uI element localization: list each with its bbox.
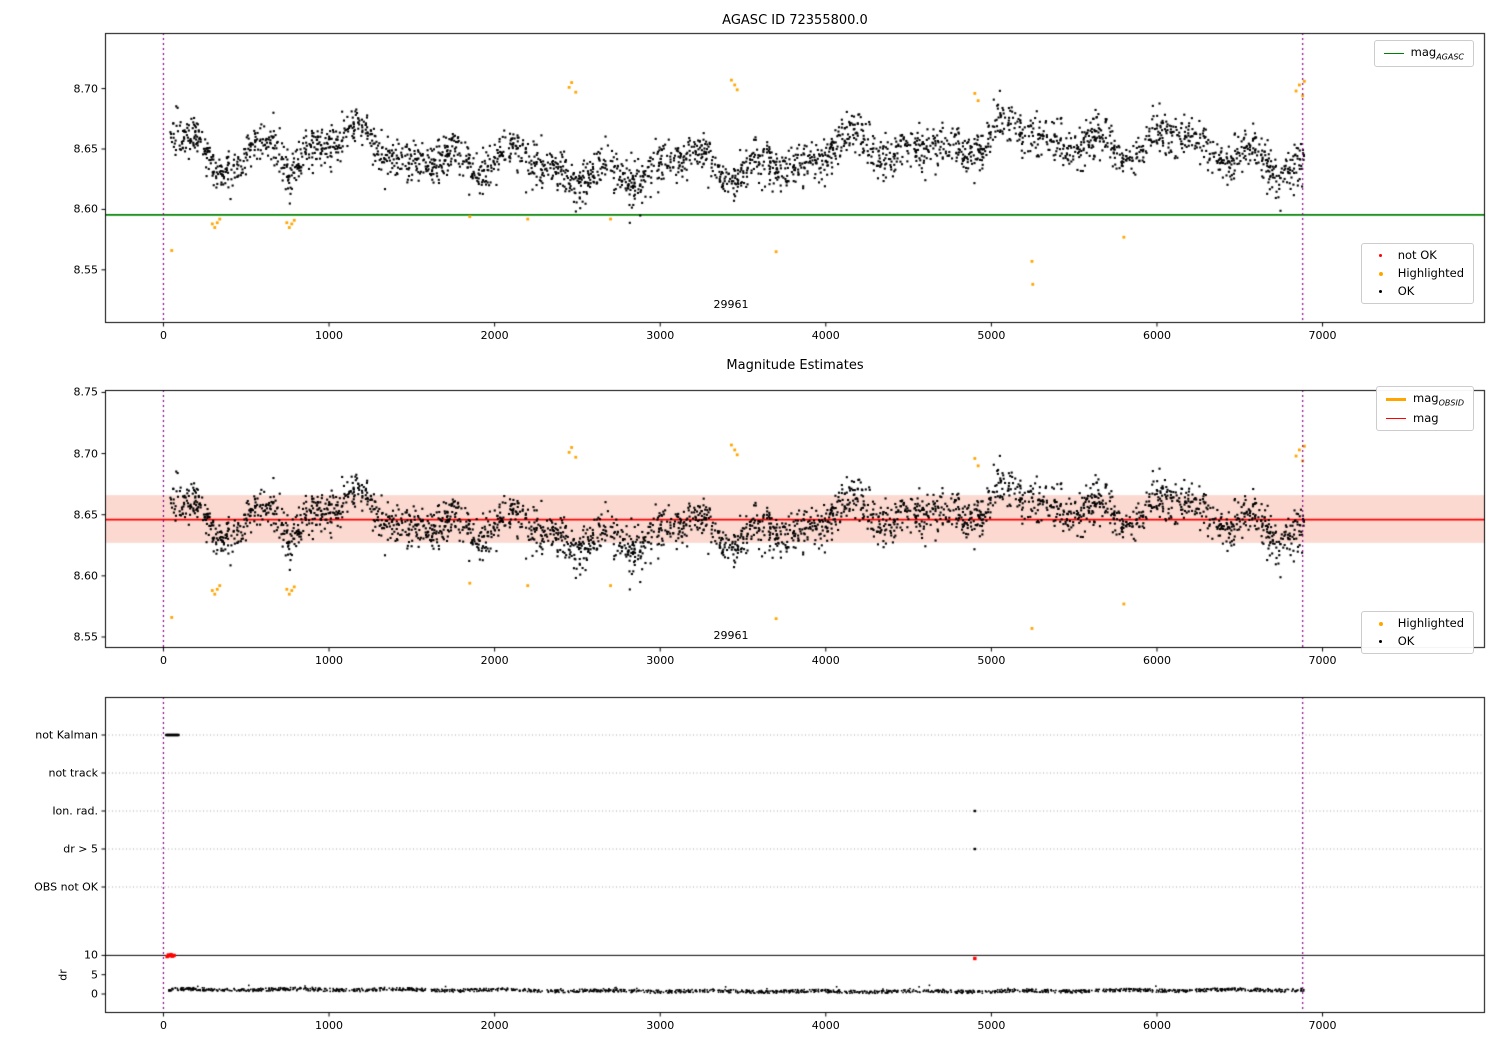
plot3-x-tick-label: 5000 <box>977 1019 1006 1032</box>
legend-label: magAGASC <box>1410 45 1464 62</box>
plot2-marker-legend: Highlighted OK <box>1360 611 1474 654</box>
legend-label: Highlighted <box>1397 616 1464 630</box>
plot2-x-tick-label: 3000 <box>646 654 675 667</box>
plot3-dr-tick-label: 5 <box>91 968 98 982</box>
legend-label: OK <box>1397 634 1415 648</box>
legend-item-mag-agasc: magAGASC <box>1383 45 1464 62</box>
plot3-x-tick-label: 2000 <box>480 1019 509 1032</box>
legend-label: magOBSID <box>1413 391 1464 408</box>
plot1-marker-legend: not OK Highlighted OK <box>1360 243 1474 304</box>
plot2-x-tick-label: 2000 <box>480 654 509 667</box>
plot2-y-tick-label: 8.65 <box>73 508 99 522</box>
plot3-category-label: not Kalman <box>35 728 98 742</box>
highlighted-dot-icon <box>1371 621 1391 626</box>
plot3-category-label: OBS not OK <box>34 880 98 894</box>
plot3-x-tick-label: 3000 <box>646 1019 675 1032</box>
legend-item-not-ok: not OK <box>1371 249 1464 262</box>
plot3-category-label: not track <box>48 766 98 780</box>
legend-item-highlighted: Highlighted <box>1371 617 1464 630</box>
plot3-dr-tick-label: 10 <box>84 948 98 962</box>
mag-line-icon <box>1386 418 1407 420</box>
plot3-x-tick-label: 6000 <box>1142 1019 1171 1032</box>
not-ok-dot-icon <box>1371 254 1391 257</box>
legend-item-ok: OK <box>1371 635 1464 648</box>
ok-dot-icon <box>1371 640 1391 643</box>
mag-agasc-line-icon <box>1383 53 1404 55</box>
plot2-y-tick-label: 8.55 <box>73 630 99 644</box>
plot1-x-tick-label: 5000 <box>977 329 1006 342</box>
legend-label: mag <box>1413 411 1439 426</box>
plot2-y-tick-label: 8.70 <box>73 447 99 461</box>
plot1-y-tick-label: 8.70 <box>73 82 99 96</box>
plot2-x-tick-label: 0 <box>159 654 167 667</box>
ok-dot-icon <box>1371 290 1391 293</box>
plot2-y-tick-label: 8.60 <box>73 569 99 583</box>
legend-item-ok: OK <box>1371 285 1464 298</box>
mag-obsid-line-icon <box>1386 398 1407 402</box>
plot2-x-tick-label: 4000 <box>811 654 840 667</box>
legend-label: OK <box>1397 284 1415 298</box>
plot2-obsid-annotation: 29961 <box>713 629 749 642</box>
plot1-y-tick-label: 8.55 <box>73 263 99 277</box>
plot1-x-tick-label: 1000 <box>315 329 344 342</box>
legend-item-highlighted: Highlighted <box>1371 267 1464 280</box>
plot1-title: AGASC ID 72355800.0 <box>722 13 868 28</box>
plot1-x-tick-label: 2000 <box>480 329 509 342</box>
plot3-ylabel-dr: dr <box>56 969 70 981</box>
plot1-x-tick-label: 4000 <box>811 329 840 342</box>
plot1-x-tick-label: 3000 <box>646 329 675 342</box>
plot2-x-tick-label: 5000 <box>977 654 1006 667</box>
plot1-obsid-annotation: 29961 <box>713 298 749 311</box>
plot1-x-tick-label: 7000 <box>1308 329 1337 342</box>
plot3-category-label: dr > 5 <box>63 842 98 856</box>
plot1-line-legend: magAGASC <box>1373 40 1474 68</box>
plot1-y-tick-label: 8.60 <box>73 202 99 216</box>
plot1-x-tick-label: 0 <box>159 329 167 342</box>
legend-label: Highlighted <box>1397 266 1464 280</box>
plot2-title: Magnitude Estimates <box>726 358 864 373</box>
plot1-y-tick-label: 8.65 <box>73 142 99 156</box>
plot3-category-label: Ion. rad. <box>52 804 98 818</box>
plot3-dr-tick-label: 0 <box>91 987 98 1001</box>
plot3-x-tick-label: 4000 <box>811 1019 840 1032</box>
plot1-x-tick-label: 6000 <box>1142 329 1171 342</box>
plot2-x-tick-label: 1000 <box>315 654 344 667</box>
plot3-x-tick-label: 1000 <box>315 1019 344 1032</box>
highlighted-dot-icon <box>1371 271 1391 276</box>
legend-item-mag-obsid: magOBSID <box>1386 392 1464 407</box>
plot2-line-legend: magOBSID mag <box>1376 386 1474 432</box>
plot2-x-tick-label: 7000 <box>1308 654 1337 667</box>
legend-label: not OK <box>1397 248 1437 262</box>
plot2-x-tick-label: 6000 <box>1142 654 1171 667</box>
plot3-x-tick-label: 0 <box>159 1019 167 1032</box>
plot3-x-tick-label: 7000 <box>1308 1019 1337 1032</box>
plot2-y-tick-label: 8.75 <box>73 385 99 399</box>
legend-item-mag: mag <box>1386 412 1464 425</box>
